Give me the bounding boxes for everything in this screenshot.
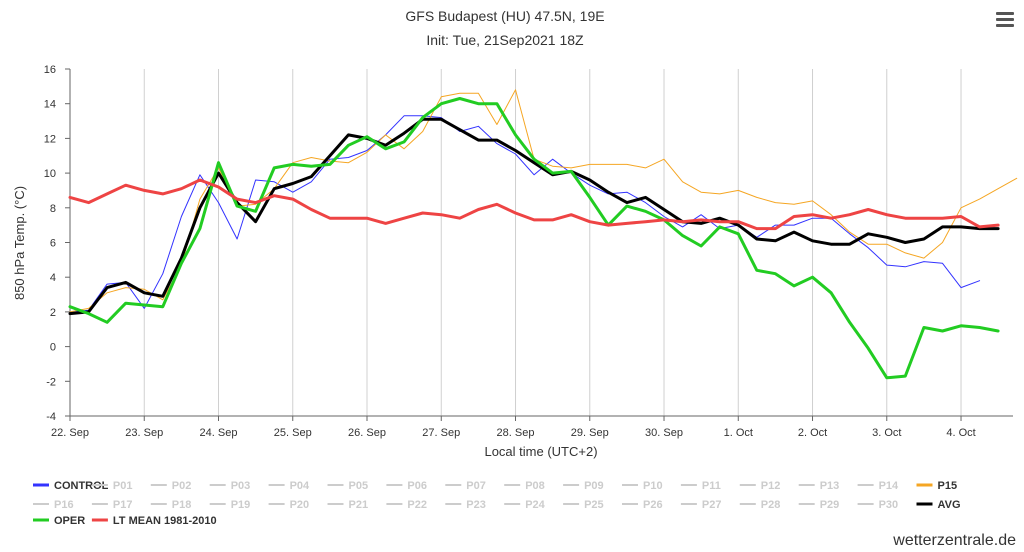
x-tick-label-6: 28. Sep xyxy=(497,427,535,439)
x-tick-label-4: 26. Sep xyxy=(348,427,386,439)
y-tick-label-9: 14 xyxy=(44,99,56,111)
legend-label-lt-mean-1981-2010: LT MEAN 1981-2010 xyxy=(113,515,217,527)
legend-label-p17: P17 xyxy=(113,499,133,511)
legend-label-p10: P10 xyxy=(643,480,663,492)
legend-label-p30: P30 xyxy=(879,499,899,511)
x-tick-label-8: 30. Sep xyxy=(645,427,683,439)
legend-label-control: CONTROL xyxy=(54,480,109,492)
series-layer xyxy=(68,89,1018,380)
legend-label-avg: AVG xyxy=(938,499,961,511)
legend-label-p01: P01 xyxy=(113,480,133,492)
series-line-avg xyxy=(68,117,1000,316)
legend-label-p04: P04 xyxy=(290,480,310,492)
x-tick-label-2: 24. Sep xyxy=(200,427,238,439)
legend-label-p18: P18 xyxy=(172,499,192,511)
legend-label-p02: P02 xyxy=(172,480,192,492)
legend-label-p08: P08 xyxy=(525,480,545,492)
x-tick-label-0: 22. Sep xyxy=(51,427,89,439)
x-tick-label-1: 23. Sep xyxy=(125,427,163,439)
y-tick-label-4: 4 xyxy=(50,272,56,284)
legend-label-p07: P07 xyxy=(466,480,486,492)
legend-label-p19: P19 xyxy=(231,499,251,511)
legend-label-p11: P11 xyxy=(702,480,721,492)
x-tick-label-11: 3. Oct xyxy=(872,427,901,439)
legend-label-p28: P28 xyxy=(761,499,781,511)
legend-label-p20: P20 xyxy=(290,499,310,511)
y-tick-label-5: 6 xyxy=(50,238,56,250)
series-line-oper xyxy=(68,97,1000,380)
hamburger-menu-icon[interactable] xyxy=(996,12,1014,27)
legend-label-p12: P12 xyxy=(761,480,781,492)
legend-label-p27: P27 xyxy=(702,499,722,511)
menu-bar-middle xyxy=(996,18,1014,21)
menu-bar-bottom xyxy=(996,24,1014,27)
legend-label-p26: P26 xyxy=(643,499,663,511)
legend-label-p22: P22 xyxy=(407,499,427,511)
x-tick-label-12: 4. Oct xyxy=(946,427,975,439)
legend-label-p15: P15 xyxy=(938,480,958,492)
y-tick-label-1: -2 xyxy=(46,376,56,388)
legend-label-p14: P14 xyxy=(879,480,899,492)
legend: CONTROL P01 P02 P03 P04 P05 P06 P07 P08 P09 P10 P11… xyxy=(33,480,961,527)
menu-bar-top xyxy=(996,12,1014,15)
chart-title: GFS Budapest (HU) 47.5N, 19E xyxy=(405,8,604,24)
x-tick-label-5: 27. Sep xyxy=(422,427,460,439)
chart-subtitle: Init: Tue, 21Sep2021 18Z xyxy=(426,32,584,48)
legend-label-p21: P21 xyxy=(349,499,369,511)
series-line-p15 xyxy=(69,89,1018,313)
legend-label-p06: P06 xyxy=(407,480,427,492)
y-tick-label-10: 16 xyxy=(44,64,56,76)
legend-label-p23: P23 xyxy=(466,499,486,511)
legend-label-oper: OPER xyxy=(54,515,85,527)
x-tick-label-9: 1. Oct xyxy=(724,427,753,439)
site-credit[interactable]: wetterzentrale.de xyxy=(893,532,1016,549)
x-tick-label-3: 25. Sep xyxy=(274,427,312,439)
legend-label-p03: P03 xyxy=(231,480,251,492)
y-tick-label-7: 10 xyxy=(44,168,56,180)
x-tick-label-7: 29. Sep xyxy=(571,427,609,439)
legend-label-p29: P29 xyxy=(820,499,840,511)
legend-label-p16: P16 xyxy=(54,499,74,511)
legend-label-p25: P25 xyxy=(584,499,604,511)
y-tick-label-2: 0 xyxy=(50,342,56,354)
legend-label-p09: P09 xyxy=(584,480,604,492)
x-axis-title: Local time (UTC+2) xyxy=(484,444,597,459)
y-tick-label-0: -4 xyxy=(46,411,56,423)
y-tick-label-6: 8 xyxy=(50,203,56,215)
y-tick-label-3: 2 xyxy=(50,307,56,319)
y-axis-title: 850 hPa Temp. (°C) xyxy=(12,186,27,300)
legend-label-p13: P13 xyxy=(820,480,840,492)
legend-label-p24: P24 xyxy=(525,499,545,511)
grid-layer xyxy=(69,69,962,416)
legend-label-p05: P05 xyxy=(349,480,369,492)
series-line-lt-mean-1981-2010 xyxy=(68,178,1000,231)
y-tick-label-8: 12 xyxy=(44,133,56,145)
axis-layer: -4 -2 0 2 4 6 8 10 12 14 16 22. Sep 23. Sep 24. Sep 25… xyxy=(44,64,1013,439)
x-tick-label-10: 2. Oct xyxy=(798,427,827,439)
